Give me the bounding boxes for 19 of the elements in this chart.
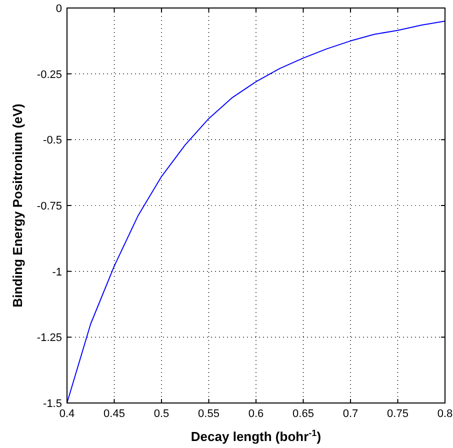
x-tick-label: 0.45 [104,408,125,420]
x-tick-label: 0.7 [342,408,358,420]
line-series [66,20,446,404]
x-tick-label: 0.5 [154,408,170,420]
y-tick-label: -1.5 [43,398,62,410]
y-tick-label: -0.25 [36,68,62,81]
x-tick-label: 0.65 [292,408,314,420]
x-tick-label: 0.55 [198,408,220,420]
y-tick-label: -1 [52,266,62,278]
y-tick-label: 0 [56,3,62,15]
y-axis-title: Binding Energy Positronium (eV) [10,104,25,308]
x-tick-label: 0.8 [437,408,453,420]
y-tick-label: -0.75 [36,200,62,212]
x-tick-label: 0.4 [59,408,75,420]
y-tick-label: -1.25 [36,332,62,344]
y-tick-label: -0.5 [43,134,62,147]
x-tick-label: 0.75 [387,408,408,420]
x-tick-label: 0.6 [248,408,264,420]
x-axis-title: Decay length (bohr$^{-1}$) [190,428,322,444]
